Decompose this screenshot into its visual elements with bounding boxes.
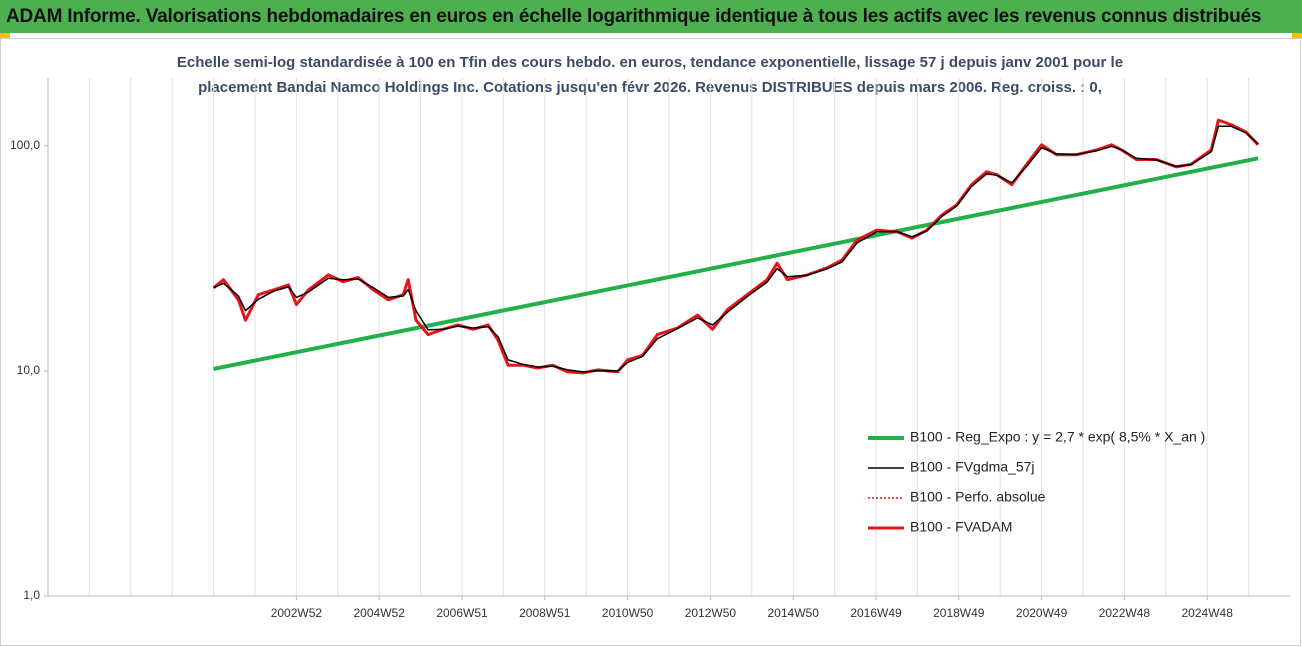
x-tick-label: 2018W49 <box>933 606 985 620</box>
x-tick-label: 2004W52 <box>354 606 406 620</box>
x-tick-label: 2010W50 <box>602 606 654 620</box>
header: ADAM Informe. Valorisations hebdomadaire… <box>0 0 1302 33</box>
x-tick-label: 2016W49 <box>850 606 902 620</box>
series-line <box>213 125 1259 373</box>
legend-label: B100 - FVgdma_57j <box>910 459 1035 475</box>
subtitle: placement Bandai Namco Holdings Inc. Cot… <box>198 79 1102 96</box>
corner <box>0 33 10 39</box>
legend-label: B100 - Perfo. absolue <box>910 489 1046 505</box>
y-tick-label: 100,0 <box>10 138 40 152</box>
corner <box>1292 33 1302 39</box>
legend-label: B100 - FVADAM <box>910 519 1012 535</box>
series-line <box>213 156 1259 371</box>
x-tick-label: 2020W49 <box>1016 606 1068 620</box>
y-tick-label: 1,0 <box>23 588 40 602</box>
chart: Echelle semi-log standardisée à 100 en T… <box>0 38 1301 646</box>
x-tick-label: 2012W50 <box>685 606 737 620</box>
x-tick-label: 2008W51 <box>519 606 571 620</box>
header-title: ADAM Informe. Valorisations hebdomadaire… <box>6 6 1262 27</box>
x-tick-label: 2022W48 <box>1099 606 1151 620</box>
legend-label: B100 - Reg_Expo : y = 2,7 * exp( 8,5% * … <box>910 429 1205 445</box>
subtitle: Echelle semi-log standardisée à 100 en T… <box>177 54 1123 71</box>
x-tick-label: 2024W48 <box>1182 606 1234 620</box>
x-tick-label: 2002W52 <box>271 606 323 620</box>
x-tick-label: 2006W51 <box>436 606 488 620</box>
x-tick-label: 2014W50 <box>768 606 820 620</box>
y-tick-label: 10,0 <box>17 363 41 377</box>
